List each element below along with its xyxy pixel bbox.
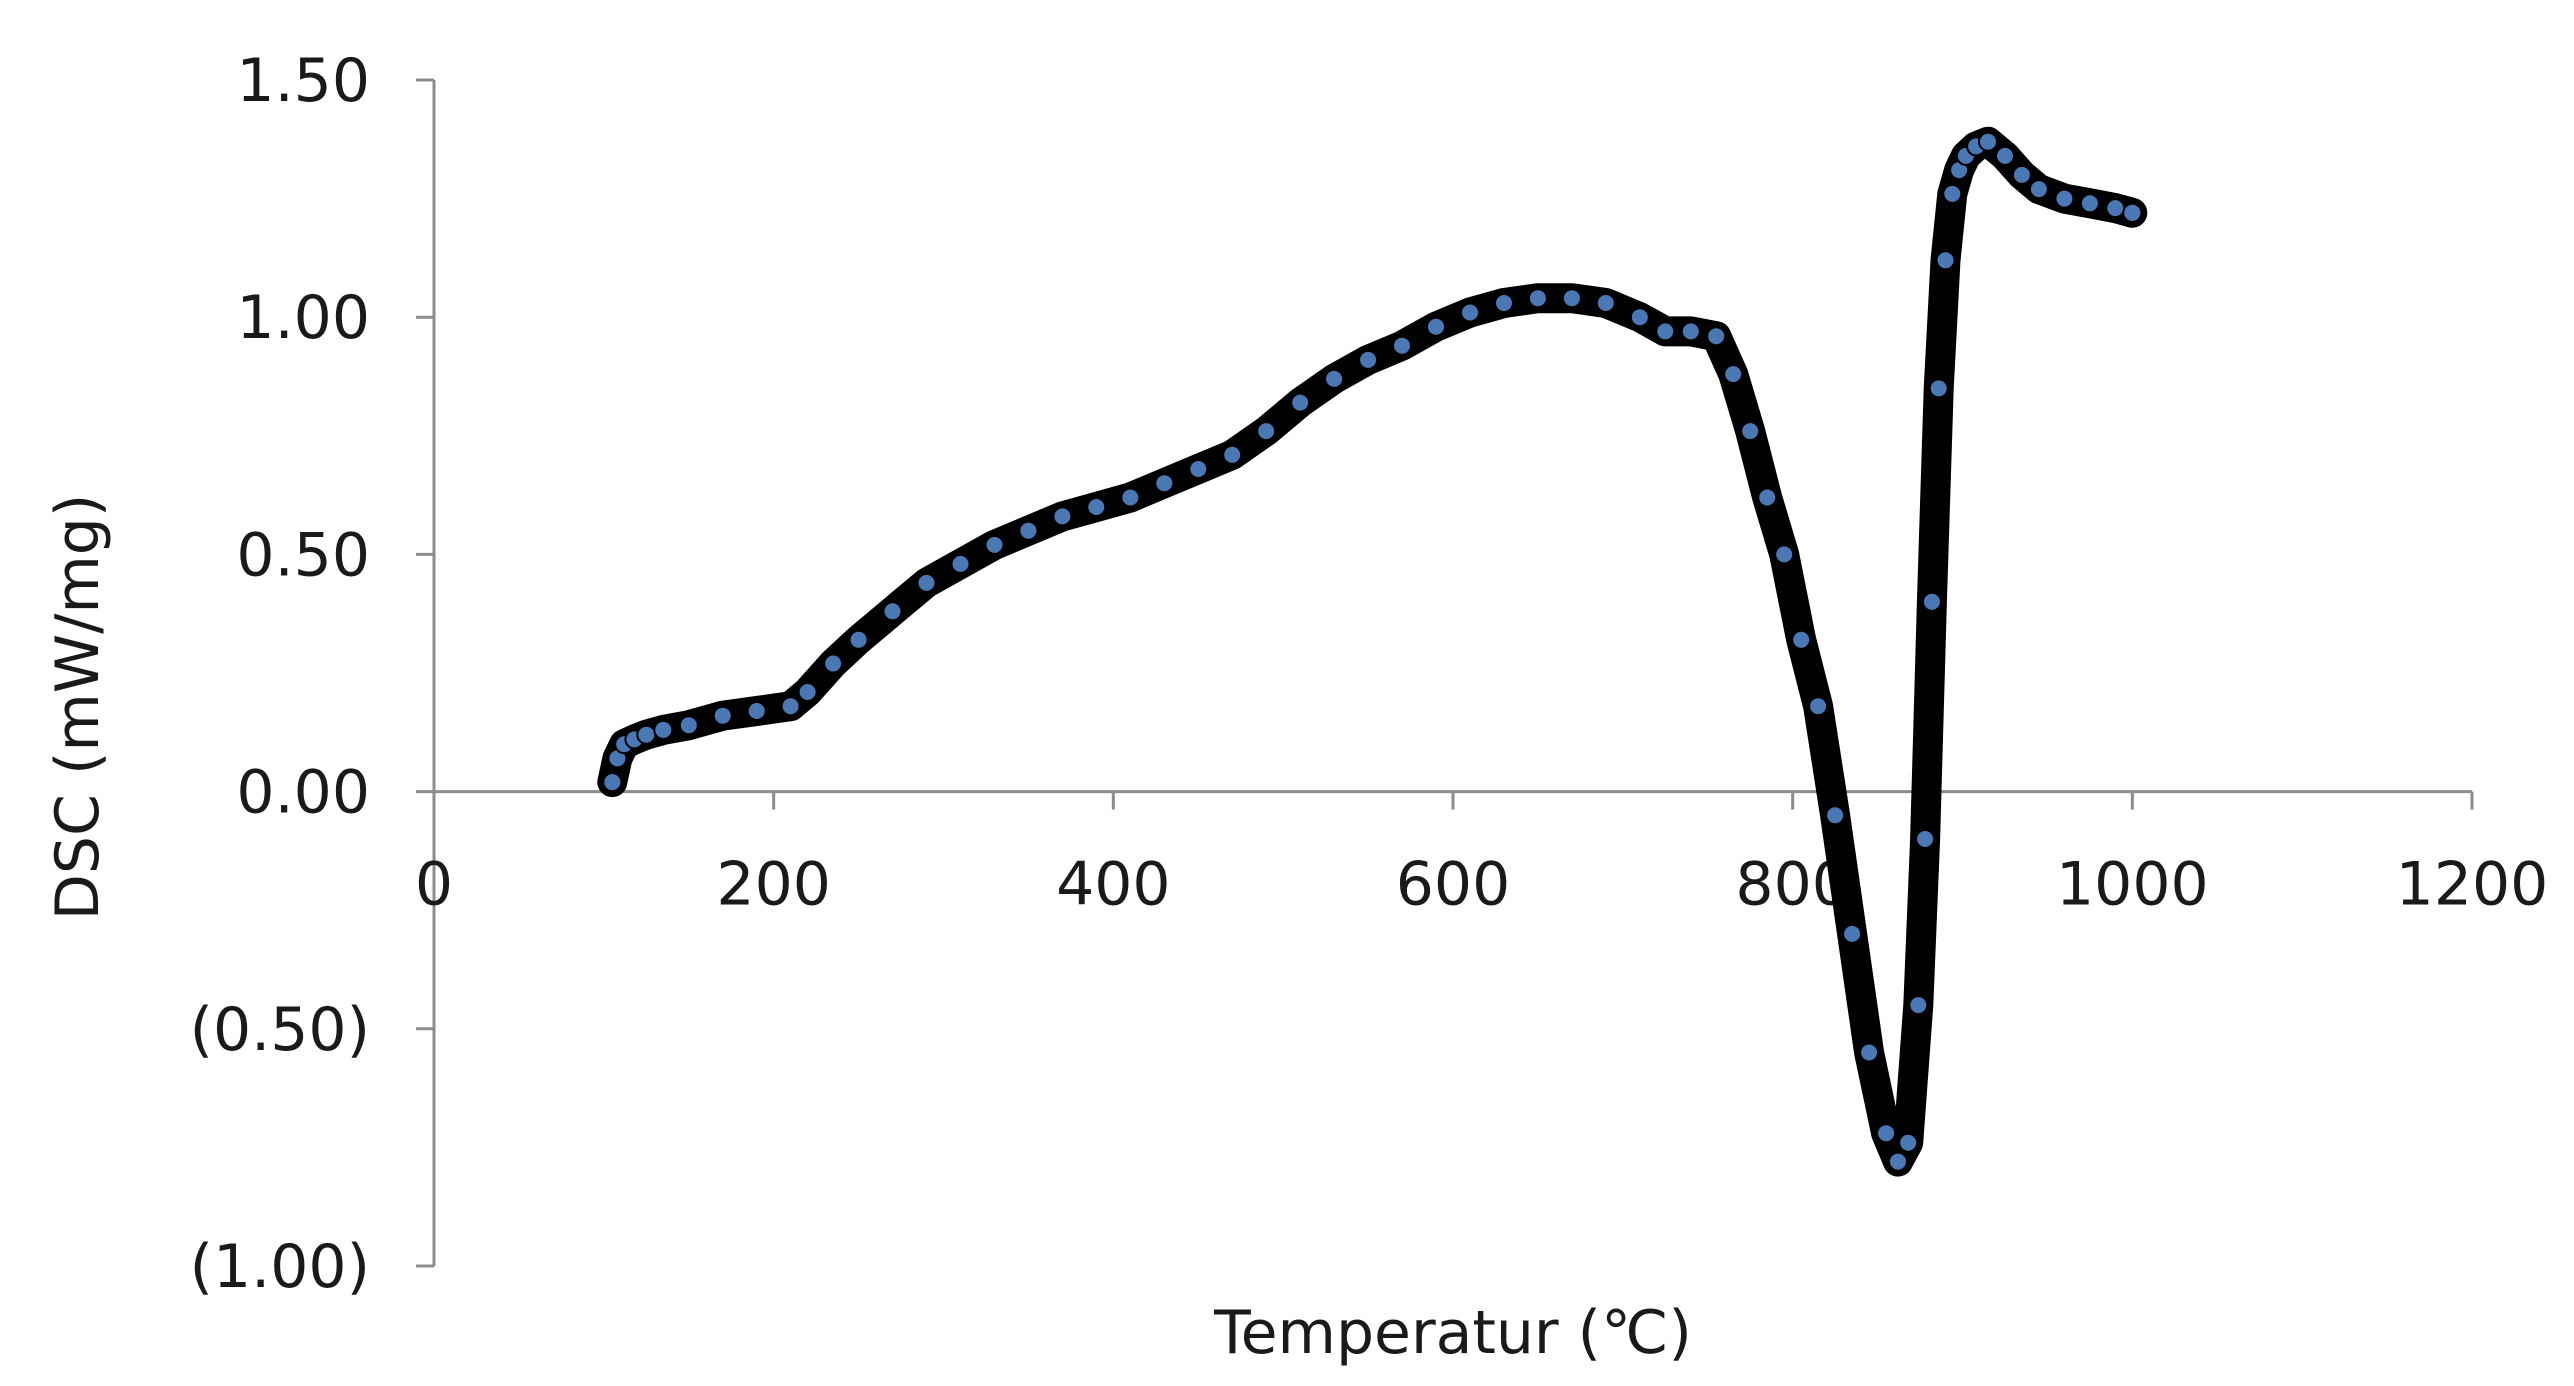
series-line — [597, 126, 2148, 1177]
data-point — [1935, 250, 1956, 271]
data-point — [2105, 198, 2126, 219]
data-point — [1888, 1151, 1908, 1172]
data-point — [1052, 506, 1073, 527]
data-point — [1825, 805, 1846, 826]
x-tick-label: 1200 — [2396, 850, 2549, 920]
data-point — [797, 682, 818, 702]
data-point — [1774, 544, 1795, 565]
data-point — [653, 719, 674, 740]
data-point — [1324, 368, 1345, 389]
data-point — [984, 534, 1005, 555]
data-point — [950, 553, 971, 574]
data-point — [1392, 335, 1412, 356]
x-tick-label: 400 — [1056, 850, 1171, 920]
y-tick-label: 1.50 — [236, 46, 370, 116]
data-point — [1915, 829, 1936, 849]
data-point — [1188, 459, 1209, 479]
x-tick-label: 0 — [415, 850, 453, 920]
x-tick-label: 600 — [1396, 850, 1511, 920]
series-layer — [597, 126, 2148, 1177]
data-point — [1876, 1123, 1897, 1144]
data-point — [1723, 364, 1744, 385]
data-point — [2079, 193, 2100, 214]
data-point — [2028, 179, 2049, 200]
y-axis-title: DSC (mW/mg) — [43, 494, 113, 921]
data-point — [2054, 188, 2075, 209]
axes: 1.501.000.500.00(0.50)(1.00)0 200 400 600 80… — [190, 46, 2549, 1302]
data-point — [1222, 444, 1243, 465]
data-point — [1791, 629, 1812, 650]
data-point — [1757, 487, 1778, 508]
data-point — [678, 715, 699, 736]
data-point — [1527, 288, 1548, 309]
data-point — [1426, 316, 1446, 337]
data-point — [1086, 497, 1107, 517]
data-point — [1808, 696, 1829, 717]
data-point — [1494, 293, 1514, 313]
data-point — [1595, 293, 1616, 313]
data-point — [1154, 473, 1175, 494]
y-tick-label: 0.00 — [236, 758, 370, 828]
data-point — [636, 724, 657, 745]
y-tick-label: (0.50) — [190, 995, 370, 1065]
data-point — [2011, 164, 2032, 185]
x-tick-label: 1000 — [2056, 850, 2209, 920]
data-point — [1740, 421, 1761, 442]
data-point — [1842, 923, 1863, 944]
data-point — [1908, 995, 1929, 1016]
x-tick-label: 200 — [716, 850, 831, 920]
series-end-marker — [2124, 204, 2141, 221]
data-point — [916, 572, 937, 593]
data-point — [882, 601, 903, 622]
y-tick-label: 1.00 — [236, 283, 370, 353]
data-point — [746, 701, 767, 721]
data-point — [780, 696, 801, 717]
data-point — [1120, 487, 1141, 508]
data-point — [1995, 145, 2015, 166]
data-point — [712, 705, 733, 726]
y-tick-label: 0.50 — [236, 520, 370, 590]
data-point — [1859, 1042, 1880, 1063]
data-point — [1921, 591, 1942, 612]
series-start-marker — [604, 774, 621, 791]
data-point — [823, 653, 844, 674]
data-point — [1978, 131, 1998, 152]
data-point — [1898, 1132, 1919, 1153]
data-point — [1942, 183, 1963, 204]
y-tick-label: (1.00) — [190, 1232, 370, 1302]
data-point — [1290, 392, 1311, 413]
data-point — [1256, 421, 1277, 442]
data-point — [1655, 321, 1676, 342]
data-point — [1561, 288, 1582, 309]
x-axis-title: Temperatur (℃) — [1213, 1298, 1692, 1368]
data-point — [1928, 378, 1949, 399]
data-point — [848, 629, 869, 650]
data-point — [1680, 321, 1701, 342]
data-point — [1629, 307, 1650, 328]
data-point — [1018, 520, 1039, 541]
data-point — [1358, 349, 1379, 370]
data-point — [1460, 302, 1480, 323]
data-point — [1706, 326, 1727, 347]
